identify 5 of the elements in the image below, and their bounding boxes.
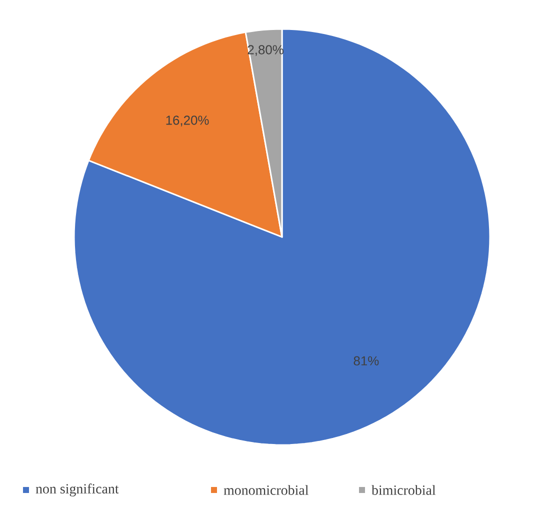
data-label: 81% bbox=[354, 356, 379, 366]
legend-label: bimicrobial bbox=[372, 485, 436, 495]
legend-label: monomicrobial bbox=[224, 485, 308, 495]
data-label: 16,20% bbox=[166, 116, 209, 126]
legend-label: non significant bbox=[36, 484, 119, 496]
